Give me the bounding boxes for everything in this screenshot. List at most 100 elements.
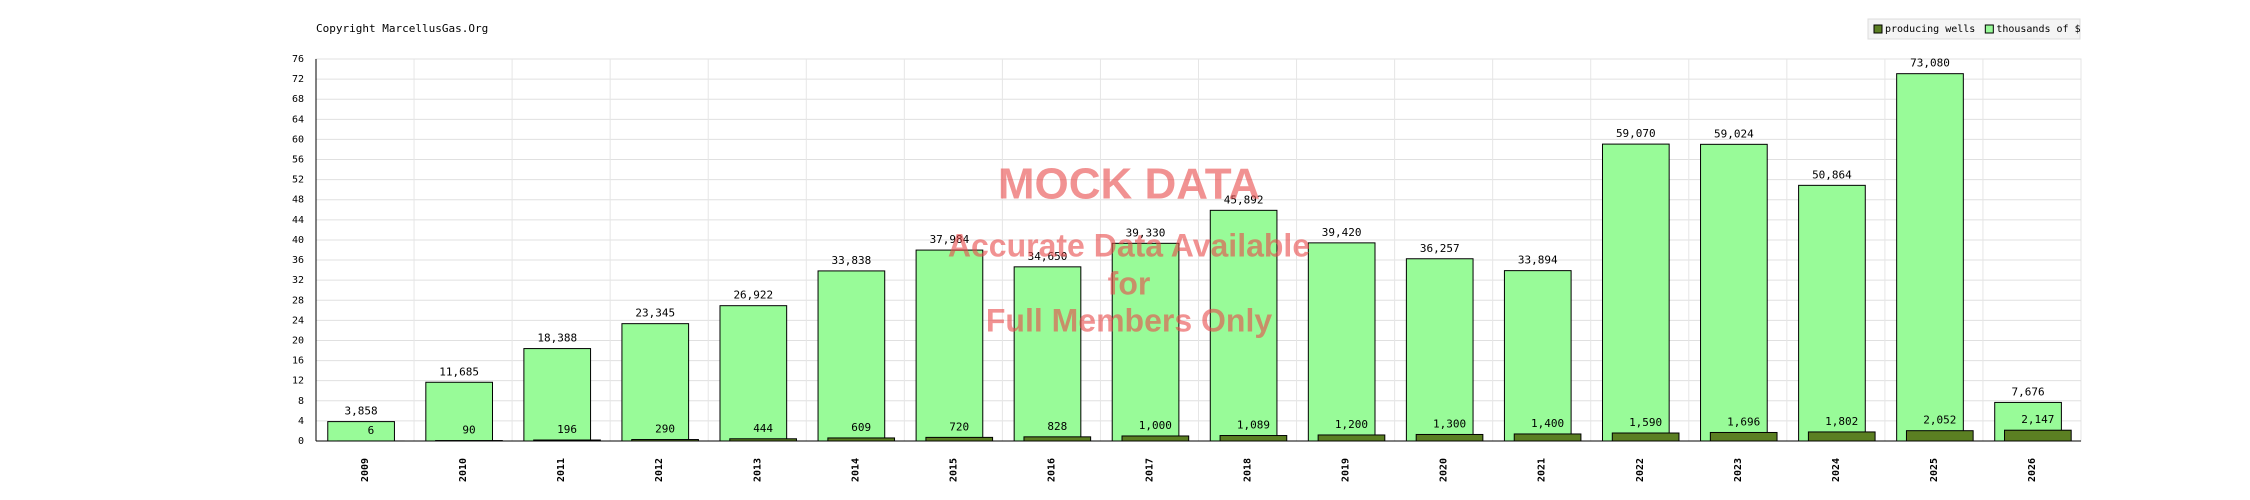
- bar: [1896, 73, 1964, 442]
- value-label: 39,420: [1322, 226, 1362, 239]
- bar: [1111, 242, 1180, 442]
- legend-box: [1867, 18, 2081, 40]
- value-label: 1,089: [1237, 419, 1270, 432]
- bar: [425, 381, 494, 442]
- y-tick-label: 44: [292, 215, 304, 226]
- y-tick-label: 72: [292, 74, 304, 85]
- x-tick-label: 2015: [948, 458, 959, 482]
- x-tick-label: 2011: [556, 458, 567, 482]
- bar: [1807, 431, 1876, 442]
- x-tick-label: 2017: [1144, 458, 1155, 482]
- bar: [523, 348, 592, 442]
- watermark: for: [1108, 265, 1151, 301]
- y-tick-label: 20: [292, 335, 304, 346]
- value-label: 720: [949, 420, 969, 433]
- bar: [1601, 143, 1670, 442]
- value-label: 2,052: [1923, 414, 1956, 427]
- value-label: 37,984: [930, 233, 970, 246]
- bar: [1700, 143, 1768, 442]
- value-label: 73,080: [1910, 57, 1950, 70]
- bar: [1317, 434, 1386, 442]
- value-label: 59,070: [1616, 127, 1656, 140]
- x-tick-label: 2023: [1733, 458, 1744, 482]
- x-tick-label: 2026: [2027, 458, 2038, 482]
- y-tick-label: 8: [298, 396, 304, 407]
- bar: [1503, 270, 1572, 442]
- bar: [817, 270, 886, 442]
- y-tick-label: 32: [292, 275, 304, 286]
- bar: [719, 305, 788, 442]
- x-tick-label: 2016: [1046, 458, 1057, 482]
- value-label: 18,388: [537, 332, 577, 345]
- x-tick-label: 2009: [360, 458, 371, 482]
- bar: [1611, 432, 1680, 442]
- value-label: 6: [368, 424, 375, 437]
- x-tick-label: 2014: [850, 458, 861, 482]
- bar: [1121, 435, 1190, 442]
- x-tick-label: 2021: [1537, 458, 1548, 482]
- value-label: 26,922: [733, 289, 773, 302]
- x-tick-label: 2024: [1831, 458, 1842, 482]
- bar: [1209, 209, 1278, 442]
- value-label: 11,685: [439, 365, 479, 378]
- value-label: 828: [1047, 420, 1067, 433]
- value-label: 36,257: [1420, 242, 1460, 255]
- y-tick-label: 48: [292, 195, 304, 206]
- x-tick-label: 2018: [1243, 458, 1254, 482]
- y-tick-label: 60: [292, 134, 304, 145]
- bar: [1405, 258, 1474, 442]
- value-label: 1,200: [1335, 418, 1368, 431]
- bar: [1905, 430, 1974, 442]
- bar: [1023, 436, 1092, 442]
- value-label: 196: [557, 423, 577, 436]
- value-label: 1,696: [1727, 415, 1760, 428]
- value-label: 1,802: [1825, 415, 1858, 428]
- legend-label: producing wells: [1885, 24, 1975, 35]
- y-tick-label: 52: [292, 175, 304, 186]
- bar: [1307, 242, 1376, 442]
- y-tick-label: 68: [292, 94, 304, 105]
- x-tick-label: 2010: [458, 458, 469, 482]
- value-label: 39,330: [1126, 226, 1166, 239]
- value-label: 1,000: [1139, 419, 1172, 432]
- legend-label: thousands of $: [1996, 24, 2080, 35]
- bar: [327, 421, 395, 442]
- y-tick-label: 16: [292, 356, 304, 367]
- bar: [1709, 431, 1778, 442]
- watermark: Full Members Only: [986, 302, 1272, 338]
- value-label: 50,864: [1812, 168, 1852, 181]
- y-tick-label: 36: [292, 255, 304, 266]
- y-tick-label: 76: [292, 54, 304, 65]
- bar: [1013, 266, 1082, 442]
- y-tick-label: 12: [292, 376, 304, 387]
- y-tick-label: 40: [292, 235, 304, 246]
- bar: [925, 436, 994, 442]
- bar: [1219, 435, 1288, 442]
- value-label: 45,892: [1224, 193, 1264, 206]
- bar: [915, 249, 984, 442]
- value-label: 290: [655, 423, 675, 436]
- value-label: 1,300: [1433, 417, 1466, 430]
- bar: [1513, 433, 1582, 442]
- bar: [621, 323, 690, 442]
- bar: [1798, 184, 1866, 442]
- copyright: Copyright MarcellusGas.Org: [316, 22, 488, 35]
- x-tick-label: 2022: [1635, 458, 1646, 482]
- value-label: 444: [753, 422, 773, 435]
- legend-swatch: [1984, 24, 1994, 34]
- y-tick-label: 28: [292, 295, 304, 306]
- value-label: 59,024: [1714, 127, 1754, 140]
- bar: [1415, 433, 1484, 442]
- value-label: 1,590: [1629, 416, 1662, 429]
- x-tick-label: 2025: [1929, 458, 1940, 482]
- value-label: 33,838: [832, 254, 872, 267]
- y-tick-label: 64: [292, 114, 304, 125]
- value-label: 90: [462, 424, 475, 437]
- value-label: 1,400: [1531, 417, 1564, 430]
- y-tick-label: 24: [292, 315, 304, 326]
- x-tick-label: 2012: [654, 458, 665, 482]
- watermark: Accurate Data Available: [948, 227, 1310, 263]
- bar: [2004, 429, 2072, 442]
